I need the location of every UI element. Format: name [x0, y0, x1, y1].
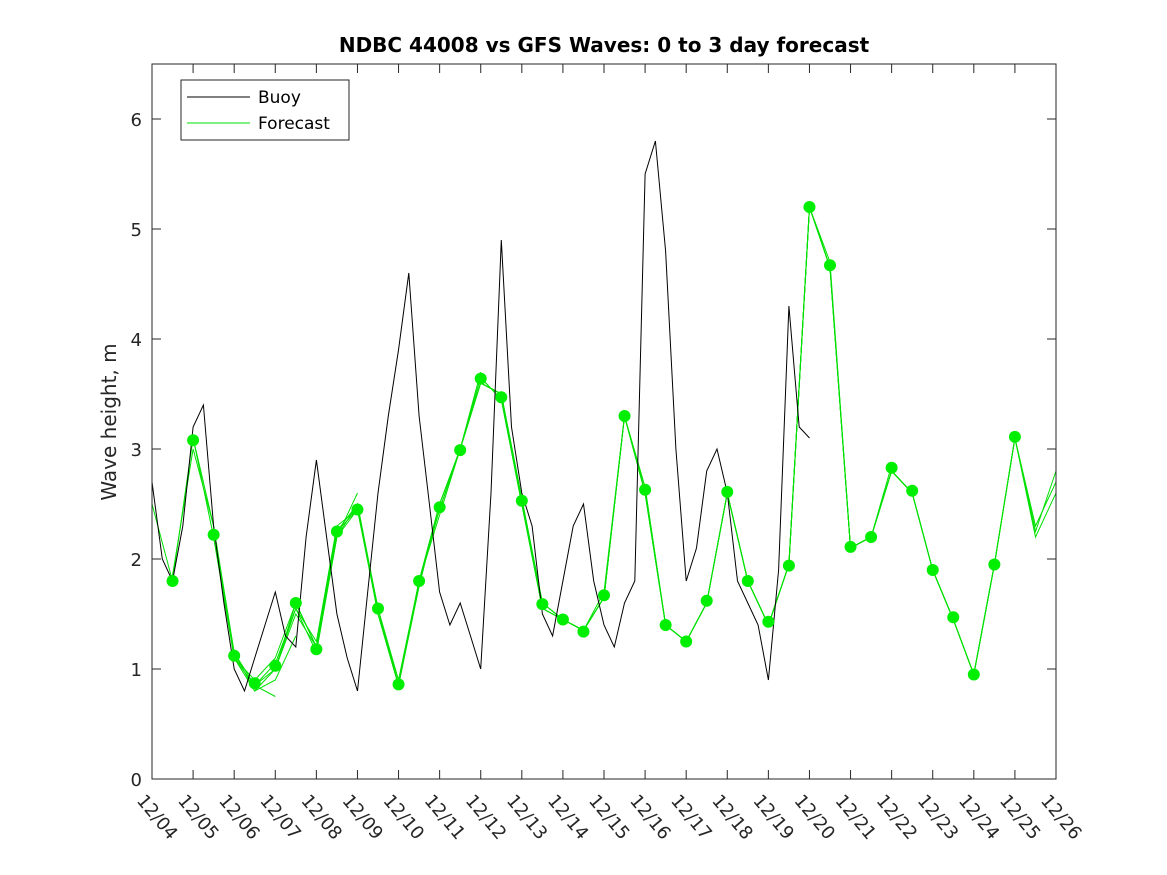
forecast-marker	[721, 485, 734, 498]
y-tick-label: 5	[131, 220, 142, 241]
forecast-marker	[187, 434, 200, 447]
plot-area	[152, 64, 1056, 779]
forecast-marker	[598, 589, 610, 602]
forecast-marker	[207, 528, 220, 541]
forecast-marker	[988, 558, 1001, 571]
forecast-marker	[577, 625, 590, 638]
forecast-marker	[269, 659, 282, 672]
forecast-marker	[824, 259, 836, 272]
forecast-marker	[289, 597, 302, 609]
y-tick-label: 6	[131, 110, 142, 131]
legend: Buoy Forecast	[180, 79, 350, 141]
forecast-marker	[495, 391, 508, 404]
forecast-marker	[433, 501, 446, 514]
legend-buoy-label: Buoy	[258, 88, 301, 108]
forecast-marker	[844, 540, 857, 553]
forecast-marker	[947, 611, 960, 624]
forecast-marker	[536, 598, 549, 611]
forecast-marker	[228, 649, 241, 662]
forecast-marker	[556, 613, 569, 626]
forecast-marker	[906, 484, 919, 497]
forecast-marker	[1008, 430, 1021, 443]
forecast-marker	[967, 668, 980, 681]
forecast-marker	[803, 201, 816, 213]
y-tick-label: 3	[131, 440, 142, 461]
forecast-marker	[330, 525, 343, 538]
y-tick-label: 0	[131, 770, 142, 791]
forecast-marker	[392, 678, 405, 691]
chart-title: NDBC 44008 vs GFS Waves: 0 to 3 day fore…	[339, 33, 870, 57]
forecast-marker	[885, 461, 898, 474]
y-axis-label: Wave height, m	[97, 343, 121, 500]
forecast-marker	[659, 619, 672, 631]
forecast-marker	[865, 531, 878, 543]
forecast-marker	[166, 575, 179, 587]
y-tick-label: 1	[131, 660, 142, 681]
forecast-marker	[680, 635, 693, 648]
forecast-marker	[639, 483, 652, 496]
forecast-marker	[762, 615, 775, 628]
forecast-marker	[700, 594, 713, 607]
forecast-marker	[618, 410, 631, 422]
buoy-line	[151, 140, 810, 693]
forecast-markers	[166, 201, 1021, 691]
forecast-marker	[413, 575, 426, 587]
forecast-marker	[310, 643, 323, 656]
buoy-series	[151, 140, 810, 693]
legend-box	[180, 79, 350, 141]
forecast-marker	[782, 559, 795, 572]
y-tick-label: 4	[131, 330, 142, 351]
forecast-marker	[248, 677, 261, 690]
forecast-marker	[454, 444, 467, 457]
ticks-layer	[151, 64, 1057, 780]
forecast-marker	[741, 575, 754, 587]
plot-frame	[151, 63, 1057, 780]
forecast-marker	[474, 372, 487, 385]
y-tick-label: 2	[131, 550, 142, 571]
forecast-marker	[351, 503, 364, 516]
forecast-marker	[372, 602, 384, 615]
forecast-marker	[926, 564, 939, 576]
legend-forecast-label: Forecast	[258, 114, 330, 134]
forecast-marker	[515, 494, 528, 507]
